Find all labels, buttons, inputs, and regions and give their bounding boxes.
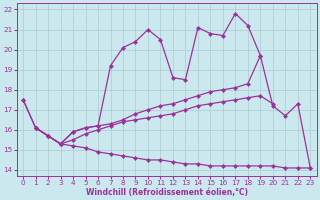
X-axis label: Windchill (Refroidissement éolien,°C): Windchill (Refroidissement éolien,°C) [86,188,248,197]
